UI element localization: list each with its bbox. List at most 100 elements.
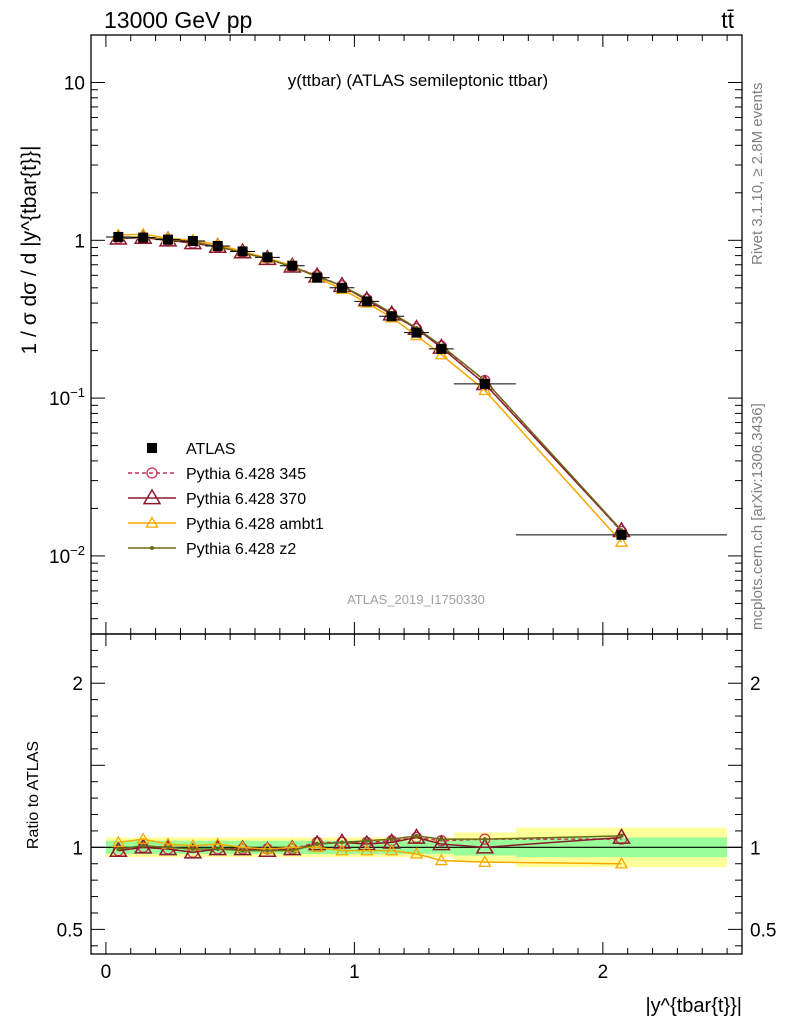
series-line-ratio [118, 836, 622, 854]
ratio-panel-frame [90, 633, 743, 955]
data-point [212, 241, 223, 252]
series-marker-ratio [141, 843, 146, 848]
data-point [361, 296, 372, 307]
series-marker-ratio [478, 855, 492, 867]
series-line-top [118, 236, 623, 532]
x-axis-label: |y^{tbar{t}}| [645, 995, 742, 1017]
series-marker-ratio [190, 846, 195, 851]
process-label: tt̄ [721, 7, 734, 33]
ratio-panel-series [109, 828, 631, 869]
rivet-version-label: Rivet 3.1.10, ≥ 2.8M events [749, 83, 766, 266]
ratio-y-tick-label-right: 0.5 [750, 920, 776, 941]
series-line-ratio [118, 835, 622, 852]
top-panel-series [105, 227, 728, 547]
collision-energy-label: 13000 GeV pp [104, 7, 252, 33]
series-marker-ratio [439, 837, 444, 842]
x-tick-label: 1 [349, 962, 360, 983]
series-marker-ratio [619, 833, 624, 838]
series-marker-ratio [111, 835, 125, 848]
axes: 0 1 2 10 1 10−1 10−2 2 2 1 1 0.5 0.5 [49, 34, 776, 983]
series-marker-ratio [335, 843, 349, 856]
data-point [386, 311, 397, 322]
series-marker-ratio [166, 845, 171, 850]
series-line-top [118, 236, 623, 532]
data-point [436, 343, 447, 354]
series-marker-ratio [332, 832, 352, 849]
legend-entry: Pythia 6.428 z2 [128, 541, 296, 558]
ratio-y-tick-label-left: 2 [72, 674, 83, 695]
series-marker-ratio [475, 837, 495, 854]
data-point [138, 232, 149, 243]
legend-marker [146, 467, 158, 479]
legend-marker [145, 516, 159, 528]
series-marker-ratio [260, 842, 275, 854]
series-marker-ratio [482, 837, 487, 842]
data-point [411, 327, 422, 338]
y-axis-label-top: 1 / σ dσ / d |y^{tbar{t}}| [18, 146, 41, 355]
series-marker-ratio [409, 847, 424, 859]
series-marker-ratio [357, 834, 377, 851]
y-tick-label-top: 1 [74, 231, 85, 252]
legend-entry: Pythia 6.428 370 [128, 488, 306, 508]
data-point [616, 529, 627, 540]
series-marker-ratio [432, 834, 451, 851]
series-marker-ratio [385, 843, 399, 856]
legend-entry-data: ATLAS [147, 441, 236, 458]
series-marker-ratio [360, 843, 374, 856]
data-point [237, 246, 248, 257]
series-marker-ratio [315, 842, 320, 847]
y-tick-label-top: 10 [64, 74, 85, 95]
legend: ATLAS Pythia 6.428 345 Pythia 6.428 370 Pyt… [128, 441, 324, 558]
series-marker-ratio [414, 833, 419, 838]
legend-marker-data [147, 443, 157, 453]
series-marker-ratio [339, 840, 344, 845]
series-marker-ratio [389, 837, 394, 842]
data-point [187, 235, 198, 246]
data-point [287, 260, 298, 271]
legend-label: Pythia 6.428 z2 [186, 541, 296, 558]
legend-marker [142, 488, 162, 505]
series-marker-ratio [265, 848, 270, 853]
series-marker-top [434, 347, 448, 360]
data-point [336, 282, 347, 293]
x-tick-label: 2 [598, 962, 609, 983]
data-point [262, 252, 273, 263]
legend-entry: Pythia 6.428 345 [128, 466, 306, 483]
ratio-y-tick-label-left: 0.5 [57, 920, 83, 941]
y-tick-label-top: 10−2 [49, 543, 85, 568]
legend-label: Pythia 6.428 345 [186, 466, 306, 483]
data-point [113, 231, 124, 242]
series-marker-ratio [136, 832, 150, 844]
series-marker-ratio [109, 841, 128, 857]
legend-label-data: ATLAS [186, 441, 236, 458]
series-marker-ratio [307, 834, 327, 851]
series-marker-ratio [290, 848, 295, 853]
series-marker-ratio [434, 853, 448, 866]
ratio-y-tick-label-right: 1 [750, 838, 761, 859]
mcplots-reference-label: mcplots.cern.ch [arXiv:1306.3436] [749, 403, 766, 630]
series-marker-top [614, 535, 629, 547]
ratio-y-tick-label-right: 2 [750, 674, 761, 695]
data-point [479, 378, 490, 389]
x-tick-label: 0 [101, 962, 112, 983]
series-marker-ratio [183, 842, 203, 859]
series-marker-ratio [240, 848, 245, 853]
series-marker-ratio [116, 846, 121, 851]
y-tick-label-top: 10−1 [49, 385, 85, 410]
y-axis-label-bottom: Ratio to ATLAS [25, 741, 42, 849]
series-marker-ratio [614, 856, 629, 869]
data-point [163, 234, 174, 245]
data-point [312, 272, 323, 283]
series-line-top [118, 236, 623, 531]
series-marker-ratio [215, 846, 220, 851]
ratio-y-tick-label-left: 1 [72, 838, 83, 859]
legend-marker [150, 546, 154, 550]
series-marker-ratio [364, 838, 369, 843]
series-marker-top [478, 383, 492, 396]
chart-title: y(ttbar) (ATLAS semileptonic ttbar) [288, 71, 548, 90]
series-marker-ratio [382, 832, 401, 849]
series-marker-ratio [310, 840, 324, 853]
legend-label: Pythia 6.428 370 [186, 491, 306, 508]
legend-entry: Pythia 6.428 ambt1 [128, 516, 324, 533]
